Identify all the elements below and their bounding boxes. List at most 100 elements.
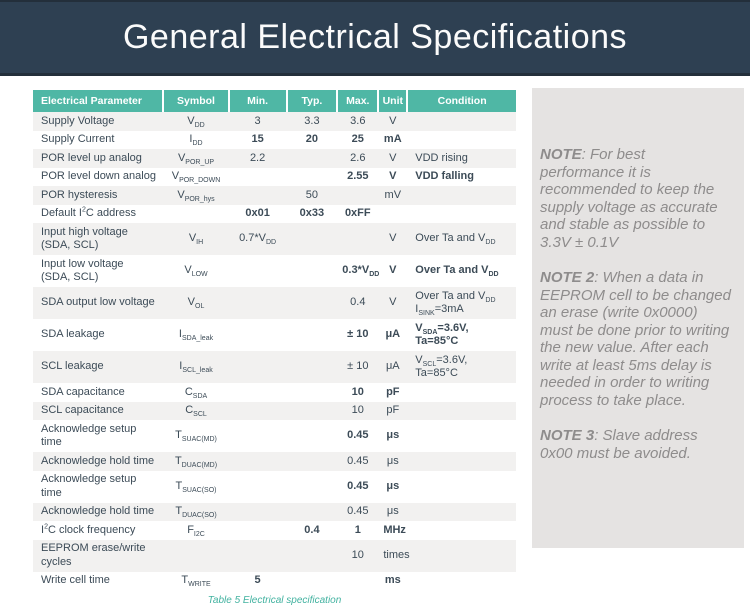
cell-max: ± 10 <box>337 351 379 383</box>
cell-cond <box>407 401 516 420</box>
cell-typ <box>287 420 338 452</box>
cell-typ <box>287 319 338 351</box>
cell-max: ± 10 <box>347 328 369 341</box>
cell-cond: VSCL=3.6V, Ta=85°C <box>407 351 516 383</box>
cell-symbol: VPOR_UP <box>163 149 229 168</box>
cell-symbol: ISCL_leak <box>163 351 229 383</box>
cell-max: 10 <box>337 539 379 572</box>
column-header-typ: Typ. <box>286 90 339 112</box>
cell-cond <box>407 539 516 572</box>
cell-symbol: VOL <box>163 287 229 319</box>
cell-param: POR hysteresis <box>33 186 164 205</box>
cell-unit: μA <box>385 328 401 341</box>
notes-panel: NOTE: For best performance it is recomme… <box>532 88 744 548</box>
cell-cond <box>407 471 516 503</box>
table-row: Supply Current IDD 15 20 25 mA <box>33 131 516 150</box>
cell-min <box>229 255 287 287</box>
cell-symbol: VIH <box>163 223 229 255</box>
cell-symbol: IDD <box>189 133 203 148</box>
cell-unit: V <box>378 112 408 131</box>
cell-unit: pF <box>386 385 400 398</box>
cell-cond: Over Ta and VDD <box>407 223 516 255</box>
cell-symbol: FI2C <box>187 523 205 538</box>
cell-max: 0.45 <box>347 429 369 442</box>
cell-unit: mA <box>383 133 402 145</box>
cell-param: Acknowledge setup time <box>41 473 137 499</box>
cell-param: Write cell time <box>41 574 110 586</box>
cell-unit: V <box>389 170 397 182</box>
table-row: POR level up analog VPOR_UP 2.2 2.6 V VDD ris… <box>33 149 516 168</box>
cell-min: 5 <box>254 574 261 586</box>
cell-min: 0.7*VDD <box>228 223 287 255</box>
cell-min <box>229 471 287 503</box>
cell-min <box>228 186 287 205</box>
cell-symbol: TDUAC(MD) <box>163 452 229 471</box>
cell-max <box>337 186 379 205</box>
cell-param: SCL leakage <box>33 351 164 383</box>
note: NOTE 2: When a data in EEPROM cell to be… <box>540 269 732 409</box>
cell-max: 0.3*VDD <box>342 264 380 279</box>
cell-param: Input high voltage (SDA, SCL) <box>33 223 164 255</box>
cell-cond <box>407 112 516 131</box>
spec-table-area: Electrical Parameter Symbol Min. Typ. Max. Un… <box>33 90 516 606</box>
cell-unit: V <box>378 149 408 168</box>
cell-typ <box>286 452 338 471</box>
cell-param: SDA capacitance <box>41 385 125 398</box>
note: NOTE: For best performance it is recomme… <box>540 146 732 251</box>
cell-unit: V <box>378 223 408 255</box>
table-row: Input low voltage (SDA, SCL) VLOW 0.3*VDD V O… <box>33 255 516 287</box>
cell-cond: Over Ta and VDD <box>415 264 499 279</box>
cell-min <box>228 502 287 521</box>
cell-symbol: VPOR_DOWN <box>171 170 221 185</box>
cell-unit: μA <box>378 351 408 383</box>
cell-min <box>229 168 287 187</box>
cell-cond <box>407 383 516 402</box>
table-row: EEPROM erase/write cycles 10 times <box>33 539 516 572</box>
note-text: : For best performance it is recommended… <box>540 146 718 251</box>
table-caption: Table 5 Electrical specification <box>207 595 342 606</box>
cell-typ <box>287 471 338 503</box>
cell-cond <box>407 521 516 540</box>
table-row: SDA leakage ISDA_leak ± 10 μA VSDA=3.6V, Ta=… <box>33 319 516 351</box>
cell-unit: times <box>378 539 410 572</box>
cell-min <box>229 319 287 351</box>
slide-title-banner: General Electrical Specifications <box>0 0 750 76</box>
cell-min <box>228 452 287 471</box>
cell-min <box>228 401 287 420</box>
cell-unit: ms <box>384 574 401 586</box>
note: NOTE 3: Slave address 0x00 must be avoid… <box>540 427 732 462</box>
cell-symbol: CSCL <box>163 401 229 420</box>
column-header-min: Min. <box>228 90 288 112</box>
cell-symbol: VPOR_hys <box>163 186 229 205</box>
cell-min <box>228 287 287 319</box>
cell-max: 0.45 <box>337 452 379 471</box>
cell-unit: pF <box>378 401 408 420</box>
cell-max: 0.45 <box>347 479 369 492</box>
cell-typ <box>286 502 338 521</box>
cell-cond: VDD rising <box>407 149 516 168</box>
spec-table: Electrical Parameter Symbol Min. Typ. Max. Un… <box>33 90 516 590</box>
cell-max: 0.4 <box>337 287 379 319</box>
cell-typ <box>286 539 338 572</box>
cell-max <box>337 223 379 255</box>
cell-min <box>229 383 287 402</box>
cell-symbol: CSDA <box>184 385 208 400</box>
cell-max: 2.6 <box>337 149 379 168</box>
note-label: NOTE <box>540 146 582 163</box>
column-header-symbol: Symbol <box>163 90 230 112</box>
cell-param: Acknowledge hold time <box>33 452 164 471</box>
cell-unit: μs <box>378 502 408 521</box>
cell-unit: μs <box>386 479 400 492</box>
cell-symbol: TSUAC(MD) <box>175 429 217 444</box>
cell-cond <box>407 205 516 224</box>
cell-param: Supply Voltage <box>33 112 164 131</box>
table-row: POR level down analog VPOR_DOWN 2.55 V VDD f… <box>33 168 516 187</box>
table-row: SCL leakage ISCL_leak ± 10 μA VSCL=3.6V, Ta=… <box>33 351 516 383</box>
cell-symbol: TSUAC(SO) <box>175 479 217 494</box>
cell-param: Acknowledge setup time <box>41 422 137 449</box>
cell-cond: VSDA=3.6V, Ta=85°C <box>415 321 469 348</box>
table-row: Acknowledge hold time TDUAC(SO) 0.45 μs <box>33 502 516 521</box>
cell-max: 0xFF <box>344 207 371 219</box>
column-header-unit: Unit <box>378 90 409 112</box>
cell-param: POR level down analog <box>41 170 156 182</box>
